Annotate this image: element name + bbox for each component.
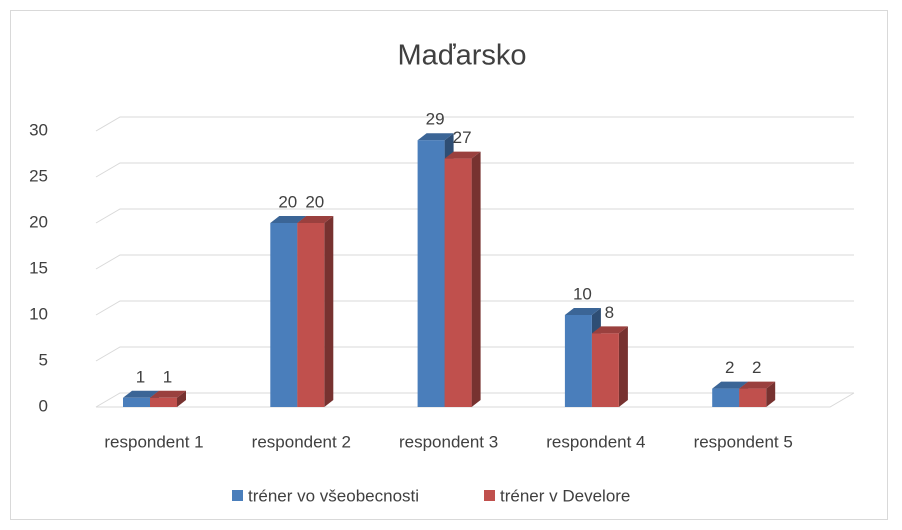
data-label: 2: [725, 358, 734, 377]
x-tick-label: respondent 1: [104, 432, 203, 451]
bar-top: [712, 381, 749, 389]
bar-side: [324, 216, 334, 407]
bar-top: [150, 390, 186, 398]
y-tick-label: 30: [29, 120, 48, 139]
grid-line: [95, 162, 854, 178]
bar-top: [591, 326, 628, 334]
legend-swatch: [484, 490, 495, 501]
y-tick-label: 15: [29, 258, 48, 277]
bar-top: [270, 216, 307, 223]
y-tick-label: 10: [29, 304, 48, 323]
x-tick-label: respondent 3: [399, 432, 498, 451]
bar-front: [444, 158, 472, 407]
data-label: 29: [426, 110, 445, 129]
bar-front: [739, 388, 767, 407]
legend-label: tréner vo všeobecnosti: [248, 486, 419, 505]
bar: [297, 216, 334, 407]
bar: [591, 326, 628, 407]
x-tick-label: respondent 4: [546, 432, 645, 451]
data-label: 27: [453, 128, 472, 147]
data-label: 2: [752, 358, 761, 377]
legend-swatch: [232, 490, 243, 501]
bar-front: [270, 223, 298, 407]
grid-line: [95, 254, 854, 270]
y-tick-label: 5: [39, 350, 48, 369]
y-tick-label: 0: [39, 396, 48, 415]
bar-top: [444, 151, 481, 159]
x-tick-label: respondent 5: [694, 432, 793, 451]
chart-title: Maďarsko: [397, 40, 526, 72]
bar-front: [712, 388, 740, 407]
bar-front: [564, 315, 592, 407]
bar: [739, 381, 776, 407]
bar-front: [297, 223, 325, 407]
y-tick-label: 20: [29, 212, 48, 231]
bar: [444, 151, 481, 407]
grid-line: [95, 116, 854, 132]
bar-front: [150, 397, 177, 407]
bar-front: [591, 333, 619, 407]
data-label: 8: [605, 303, 614, 322]
data-label: 1: [163, 367, 172, 386]
bar-top: [123, 390, 159, 398]
y-tick-label: 25: [29, 166, 48, 185]
data-label: 20: [278, 192, 297, 211]
grid-line: [95, 300, 854, 316]
data-label: 20: [305, 192, 324, 211]
bar-top: [297, 216, 334, 223]
data-label: 10: [573, 284, 592, 303]
floor: [96, 392, 855, 408]
data-label: 1: [136, 367, 145, 386]
x-tick-label: respondent 2: [252, 432, 351, 451]
bar-front: [123, 397, 150, 407]
bar-side: [177, 390, 186, 407]
grid-line: [95, 208, 854, 224]
bar-top: [564, 308, 601, 315]
bar-front: [417, 140, 445, 407]
bar-top: [739, 381, 776, 389]
bar-side: [471, 151, 481, 407]
legend-label: tréner v Develore: [500, 486, 630, 505]
bar: [150, 390, 186, 407]
bar-side: [618, 326, 628, 407]
bar-top: [417, 133, 454, 141]
bar-side: [766, 381, 776, 407]
